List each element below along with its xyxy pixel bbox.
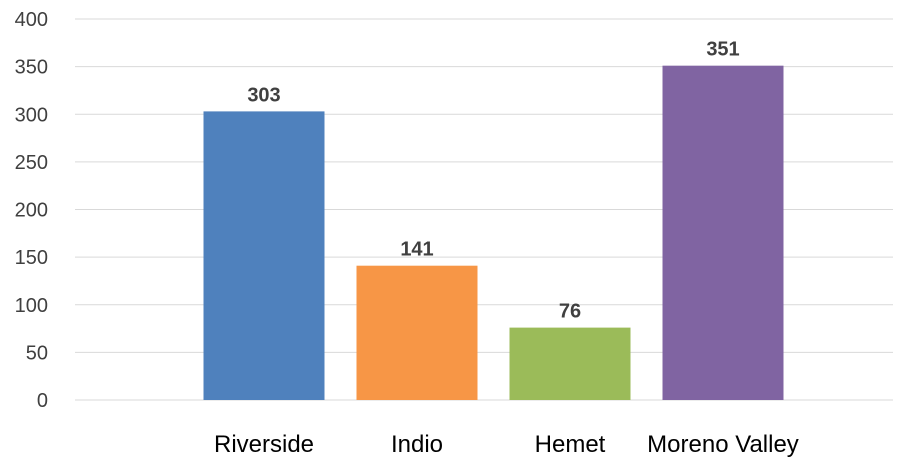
y-tick-label-250: 250 bbox=[15, 152, 48, 174]
x-category-label-indio: Indio bbox=[391, 431, 443, 458]
bar-moreno-valley bbox=[662, 65, 784, 401]
data-label-moreno-valley: 351 bbox=[706, 39, 739, 61]
y-tick-label-100: 100 bbox=[15, 295, 48, 317]
data-labels: 303 141 76 351 bbox=[247, 39, 739, 323]
bar-indio bbox=[356, 265, 478, 400]
y-tick-label-50: 50 bbox=[26, 342, 48, 364]
bar-hemet bbox=[509, 327, 631, 400]
bars bbox=[203, 65, 784, 401]
y-tick-label-400: 400 bbox=[15, 9, 48, 31]
data-label-indio: 141 bbox=[400, 239, 433, 261]
x-category-label-moreno-valley: Moreno Valley bbox=[647, 431, 799, 458]
y-tick-label-300: 300 bbox=[15, 104, 48, 126]
y-tick-label-350: 350 bbox=[15, 57, 48, 79]
data-label-riverside: 303 bbox=[247, 84, 280, 106]
y-tick-label-150: 150 bbox=[15, 247, 48, 269]
y-axis-tick-labels: 0 50 100 150 200 250 300 350 400 bbox=[15, 9, 48, 412]
x-axis-category-labels: Riverside Indio Hemet Moreno Valley bbox=[214, 431, 799, 458]
data-label-hemet: 76 bbox=[559, 301, 581, 323]
y-tick-label-200: 200 bbox=[15, 200, 48, 222]
x-category-label-riverside: Riverside bbox=[214, 431, 314, 458]
bar-riverside bbox=[203, 111, 325, 400]
y-tick-label-0: 0 bbox=[37, 390, 48, 412]
x-category-label-hemet: Hemet bbox=[535, 431, 606, 458]
